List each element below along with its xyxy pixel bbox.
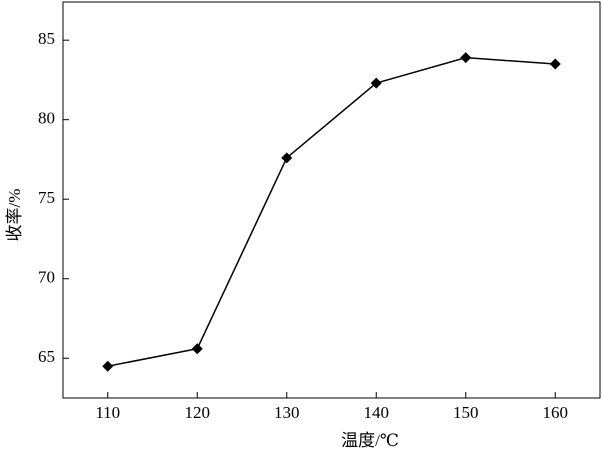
y-tick-label: 70	[38, 268, 55, 287]
x-tick-label: 130	[274, 403, 300, 422]
marker	[102, 360, 114, 372]
x-axis-label: 温度/℃	[341, 431, 399, 450]
plot-frame	[62, 1, 601, 399]
line	[107, 56, 556, 367]
marker	[460, 52, 472, 64]
x-tick-label: 150	[453, 403, 479, 422]
x-tick-label: 140	[364, 403, 390, 422]
marker	[370, 77, 382, 89]
x-tick-label: 160	[543, 403, 569, 422]
y-tick-label: 85	[38, 29, 55, 48]
y-tick-label: 80	[38, 109, 55, 128]
y-tick-label: 65	[38, 347, 55, 366]
x-tick-label: 110	[95, 403, 120, 422]
x-tick-label: 120	[185, 403, 211, 422]
marker	[549, 58, 561, 70]
marker	[281, 152, 293, 164]
marker	[191, 343, 203, 355]
y-axis-label: 收率/%	[5, 189, 24, 242]
y-tick-label: 75	[38, 188, 55, 207]
